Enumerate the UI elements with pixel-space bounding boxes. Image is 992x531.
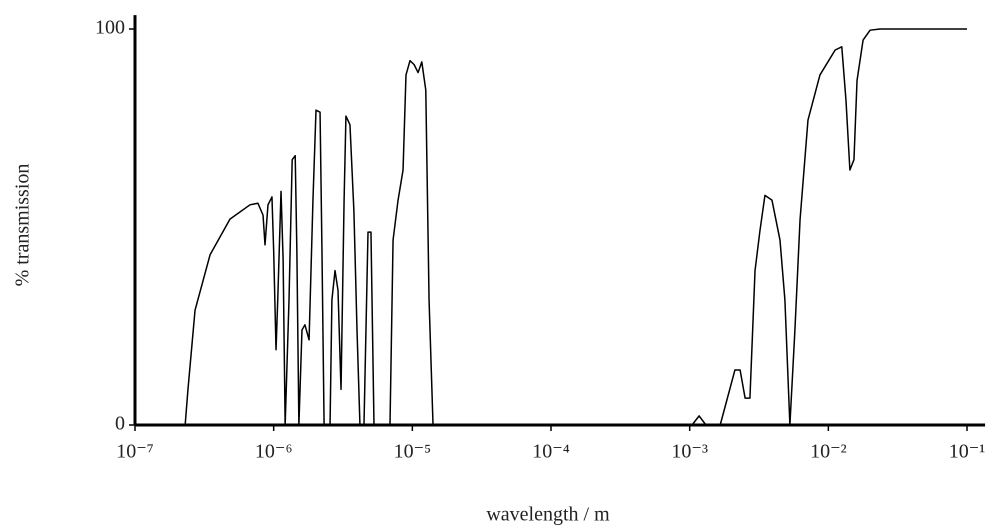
y-tick-label: 0 [115,413,125,435]
x-tick-label: 10⁻³ [671,441,708,463]
y-tick-label: 100 [95,17,125,39]
x-tick-label: 10⁻² [810,441,847,463]
x-tick-label: 10⁻¹ [949,441,986,463]
x-tick-label: 10⁻⁶ [255,441,293,463]
y-axis-label: % transmission [12,164,34,287]
transmission-line [184,28,968,426]
x-axis-label: wavelength / m [486,504,610,526]
x-tick-label: 10⁻⁵ [394,441,432,463]
x-tick-label: 10⁻⁴ [532,441,570,463]
x-tick-label: 10⁻⁷ [116,441,154,463]
